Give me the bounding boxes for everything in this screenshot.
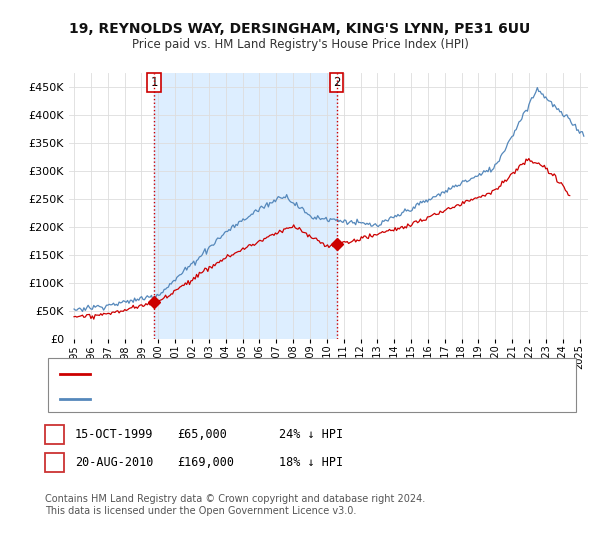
Text: 1: 1 <box>151 76 158 89</box>
Text: 1: 1 <box>50 427 59 441</box>
Text: 24% ↓ HPI: 24% ↓ HPI <box>279 427 343 441</box>
Text: 20-AUG-2010: 20-AUG-2010 <box>75 455 154 469</box>
Text: 19, REYNOLDS WAY, DERSINGHAM, KING'S LYNN, PE31 6UU: 19, REYNOLDS WAY, DERSINGHAM, KING'S LYN… <box>70 22 530 36</box>
Text: 15-OCT-1999: 15-OCT-1999 <box>75 427 154 441</box>
Text: 19, REYNOLDS WAY, DERSINGHAM, KING'S LYNN, PE31 6UU (detached house): 19, REYNOLDS WAY, DERSINGHAM, KING'S LYN… <box>99 368 523 379</box>
Text: 2: 2 <box>50 455 59 469</box>
Text: 18% ↓ HPI: 18% ↓ HPI <box>279 455 343 469</box>
Text: Contains HM Land Registry data © Crown copyright and database right 2024.
This d: Contains HM Land Registry data © Crown c… <box>45 494 425 516</box>
Text: £169,000: £169,000 <box>177 455 234 469</box>
Text: HPI: Average price, detached house, King's Lynn and West Norfolk: HPI: Average price, detached house, King… <box>99 394 460 404</box>
Text: Price paid vs. HM Land Registry's House Price Index (HPI): Price paid vs. HM Land Registry's House … <box>131 38 469 51</box>
Text: £65,000: £65,000 <box>177 427 227 441</box>
Text: 2: 2 <box>333 76 340 89</box>
Bar <box>154 73 337 339</box>
